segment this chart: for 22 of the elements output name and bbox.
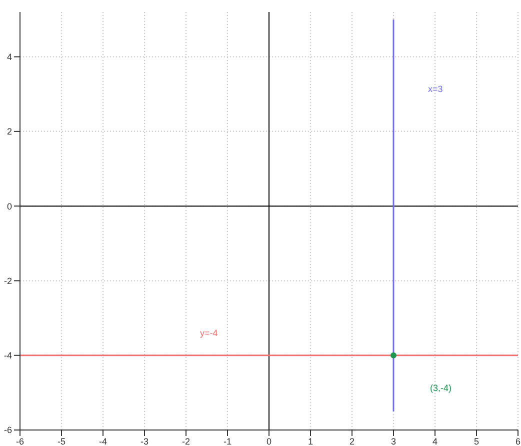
y-tick-label: -6	[4, 425, 12, 436]
y-tick-label: -2	[4, 276, 12, 286]
x-tick-label: -5	[57, 436, 66, 446]
x-tick-label: 0	[266, 436, 272, 446]
x-tick-label: -2	[182, 436, 190, 446]
x-tick-label: -3	[140, 436, 149, 446]
y-tick-label: -4	[4, 350, 12, 361]
y-tick-label: 2	[6, 126, 12, 137]
x-tick-label: -6	[16, 436, 24, 446]
y-tick-label: 0	[6, 201, 12, 212]
y-tick-label: 4	[6, 52, 12, 62]
x-tick-label: 3	[390, 436, 396, 446]
x-tick-label: -1	[223, 436, 232, 446]
annotation: y=-4	[200, 328, 218, 339]
x-tick-label: 5	[474, 436, 480, 446]
x-tick-label: 4	[432, 436, 438, 446]
x-tick-label: 6	[515, 436, 521, 446]
x-tick-label: 1	[308, 436, 314, 446]
annotation: (3,-4)	[430, 383, 452, 394]
x-tick-label: 2	[349, 436, 355, 446]
annotation: x=3	[428, 84, 443, 95]
x-tick-label: -4	[98, 436, 108, 446]
